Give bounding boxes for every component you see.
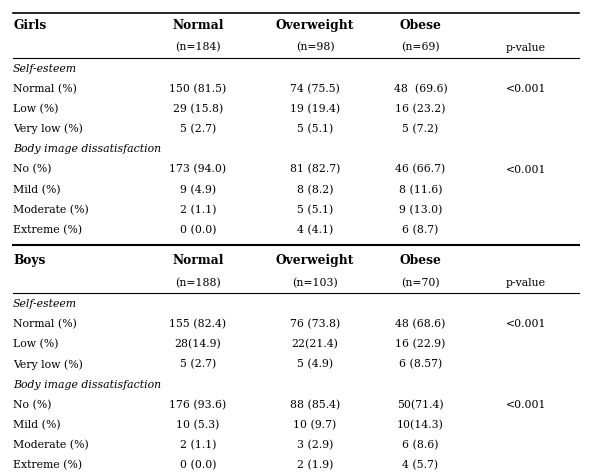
Text: Normal (%): Normal (%) bbox=[13, 319, 77, 329]
Text: Self-esteem: Self-esteem bbox=[13, 64, 77, 74]
Text: p-value: p-value bbox=[506, 278, 546, 288]
Text: 5 (7.2): 5 (7.2) bbox=[402, 124, 439, 135]
Text: (n=184): (n=184) bbox=[175, 42, 221, 53]
Text: 76 (73.8): 76 (73.8) bbox=[290, 319, 340, 329]
Text: Body image dissatisfaction: Body image dissatisfaction bbox=[13, 144, 161, 154]
Text: 0 (0.0): 0 (0.0) bbox=[180, 225, 216, 236]
Text: 50(71.4): 50(71.4) bbox=[397, 400, 444, 410]
Text: 10(14.3): 10(14.3) bbox=[397, 420, 444, 430]
Text: (n=98): (n=98) bbox=[296, 42, 335, 53]
Text: 150 (81.5): 150 (81.5) bbox=[169, 84, 226, 94]
Text: 5 (2.7): 5 (2.7) bbox=[180, 359, 216, 370]
Text: Normal: Normal bbox=[172, 254, 223, 267]
Text: Low (%): Low (%) bbox=[13, 339, 59, 349]
Text: (n=70): (n=70) bbox=[401, 278, 440, 288]
Text: 6 (8.57): 6 (8.57) bbox=[399, 359, 442, 370]
Text: 22(21.4): 22(21.4) bbox=[292, 339, 339, 349]
Text: 28(14.9): 28(14.9) bbox=[174, 339, 221, 349]
Text: 10 (5.3): 10 (5.3) bbox=[176, 420, 220, 430]
Text: Obese: Obese bbox=[399, 19, 442, 32]
Text: Mild (%): Mild (%) bbox=[13, 420, 61, 430]
Text: Moderate (%): Moderate (%) bbox=[13, 440, 89, 450]
Text: (n=188): (n=188) bbox=[175, 278, 221, 288]
Text: 9 (4.9): 9 (4.9) bbox=[180, 185, 216, 195]
Text: 6 (8.6): 6 (8.6) bbox=[402, 440, 439, 450]
Text: 81 (82.7): 81 (82.7) bbox=[290, 164, 340, 175]
Text: p-value: p-value bbox=[506, 42, 546, 52]
Text: Very low (%): Very low (%) bbox=[13, 124, 83, 135]
Text: Body image dissatisfaction: Body image dissatisfaction bbox=[13, 379, 161, 390]
Text: 48 (68.6): 48 (68.6) bbox=[395, 319, 446, 329]
Text: 6 (8.7): 6 (8.7) bbox=[402, 225, 439, 236]
Text: 16 (22.9): 16 (22.9) bbox=[395, 339, 446, 349]
Text: No (%): No (%) bbox=[13, 164, 52, 175]
Text: 88 (85.4): 88 (85.4) bbox=[290, 400, 340, 410]
Text: 10 (9.7): 10 (9.7) bbox=[293, 420, 337, 430]
Text: Very low (%): Very low (%) bbox=[13, 359, 83, 370]
Text: <0.001: <0.001 bbox=[506, 319, 547, 329]
Text: Overweight: Overweight bbox=[276, 19, 354, 32]
Text: 3 (2.9): 3 (2.9) bbox=[297, 440, 333, 450]
Text: 4 (4.1): 4 (4.1) bbox=[297, 225, 333, 236]
Text: Low (%): Low (%) bbox=[13, 104, 59, 114]
Text: 173 (94.0): 173 (94.0) bbox=[169, 164, 226, 175]
Text: Extreme (%): Extreme (%) bbox=[13, 225, 82, 236]
Text: 2 (1.1): 2 (1.1) bbox=[180, 205, 216, 215]
Text: Mild (%): Mild (%) bbox=[13, 185, 61, 195]
Text: 5 (4.9): 5 (4.9) bbox=[297, 359, 333, 370]
Text: 2 (1.1): 2 (1.1) bbox=[180, 440, 216, 450]
Text: 8 (8.2): 8 (8.2) bbox=[297, 185, 333, 195]
Text: 176 (93.6): 176 (93.6) bbox=[169, 400, 226, 410]
Text: 5 (5.1): 5 (5.1) bbox=[297, 124, 333, 135]
Text: 0 (0.0): 0 (0.0) bbox=[180, 460, 216, 471]
Text: 9 (13.0): 9 (13.0) bbox=[399, 205, 442, 215]
Text: <0.001: <0.001 bbox=[506, 84, 547, 94]
Text: Obese: Obese bbox=[399, 254, 442, 267]
Text: (n=69): (n=69) bbox=[401, 42, 440, 53]
Text: No (%): No (%) bbox=[13, 400, 52, 410]
Text: (n=103): (n=103) bbox=[292, 278, 338, 288]
Text: 4 (5.7): 4 (5.7) bbox=[402, 460, 439, 471]
Text: 155 (82.4): 155 (82.4) bbox=[169, 319, 226, 329]
Text: Overweight: Overweight bbox=[276, 254, 354, 267]
Text: 48  (69.6): 48 (69.6) bbox=[393, 84, 448, 94]
Text: 8 (11.6): 8 (11.6) bbox=[399, 185, 442, 195]
Text: 29 (15.8): 29 (15.8) bbox=[173, 104, 223, 114]
Text: Girls: Girls bbox=[13, 19, 47, 32]
Text: Normal: Normal bbox=[172, 19, 223, 32]
Text: 5 (2.7): 5 (2.7) bbox=[180, 124, 216, 135]
Text: 19 (19.4): 19 (19.4) bbox=[290, 104, 340, 114]
Text: Normal (%): Normal (%) bbox=[13, 84, 77, 94]
Text: Self-esteem: Self-esteem bbox=[13, 299, 77, 309]
Text: 74 (75.5): 74 (75.5) bbox=[290, 84, 340, 94]
Text: Moderate (%): Moderate (%) bbox=[13, 205, 89, 215]
Text: <0.001: <0.001 bbox=[506, 400, 547, 410]
Text: 2 (1.9): 2 (1.9) bbox=[297, 460, 333, 471]
Text: 5 (5.1): 5 (5.1) bbox=[297, 205, 333, 215]
Text: <0.001: <0.001 bbox=[506, 165, 547, 175]
Text: 46 (66.7): 46 (66.7) bbox=[395, 164, 446, 175]
Text: 16 (23.2): 16 (23.2) bbox=[395, 104, 446, 114]
Text: Extreme (%): Extreme (%) bbox=[13, 460, 82, 471]
Text: Boys: Boys bbox=[13, 254, 45, 267]
